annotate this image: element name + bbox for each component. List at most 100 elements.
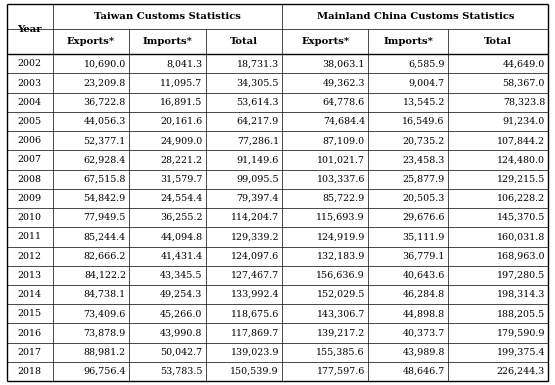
Text: 43,990.8: 43,990.8 (160, 328, 203, 338)
Text: 20,735.2: 20,735.2 (402, 136, 445, 145)
Text: 46,284.8: 46,284.8 (403, 290, 445, 299)
Text: 36,779.1: 36,779.1 (402, 252, 445, 261)
Text: 48,646.7: 48,646.7 (402, 367, 445, 376)
Text: 145,370.5: 145,370.5 (497, 213, 545, 222)
Text: 84,122.2: 84,122.2 (84, 271, 126, 280)
Text: Total: Total (484, 37, 512, 46)
Text: 79,397.4: 79,397.4 (236, 194, 279, 203)
Text: 85,244.4: 85,244.4 (84, 233, 126, 241)
Text: 43,989.8: 43,989.8 (402, 348, 445, 357)
Text: 44,056.3: 44,056.3 (83, 117, 126, 126)
Text: 2008: 2008 (18, 175, 42, 184)
Text: 150,539.9: 150,539.9 (230, 367, 279, 376)
Text: 53,614.3: 53,614.3 (236, 98, 279, 107)
Text: 82,666.2: 82,666.2 (83, 252, 126, 261)
Text: 198,314.3: 198,314.3 (497, 290, 545, 299)
Text: 133,992.4: 133,992.4 (230, 290, 279, 299)
Text: 88,981.2: 88,981.2 (84, 348, 126, 357)
Text: 2003: 2003 (18, 79, 42, 87)
Text: 2013: 2013 (18, 271, 42, 280)
Text: 52,377.1: 52,377.1 (84, 136, 126, 145)
Text: 64,217.9: 64,217.9 (236, 117, 279, 126)
Text: 43,345.5: 43,345.5 (160, 271, 203, 280)
Text: 2007: 2007 (18, 156, 42, 164)
Text: 24,554.4: 24,554.4 (160, 194, 203, 203)
Text: 49,362.3: 49,362.3 (322, 79, 365, 87)
Text: 44,898.8: 44,898.8 (403, 309, 445, 318)
Text: 78,323.8: 78,323.8 (503, 98, 545, 107)
Text: 152,029.5: 152,029.5 (316, 290, 365, 299)
Text: 34,305.5: 34,305.5 (236, 79, 279, 87)
Text: 103,337.6: 103,337.6 (316, 175, 365, 184)
Text: 20,161.6: 20,161.6 (160, 117, 203, 126)
Text: 2014: 2014 (18, 290, 42, 299)
Text: 168,963.0: 168,963.0 (497, 252, 545, 261)
Text: 115,693.9: 115,693.9 (316, 213, 365, 222)
Text: 91,234.0: 91,234.0 (503, 117, 545, 126)
Text: 155,385.6: 155,385.6 (316, 348, 365, 357)
Text: 2011: 2011 (18, 233, 42, 241)
Text: 73,409.6: 73,409.6 (83, 309, 126, 318)
Text: 50,042.7: 50,042.7 (160, 348, 203, 357)
Text: 77,949.5: 77,949.5 (83, 213, 126, 222)
Text: Exports*: Exports* (67, 37, 115, 46)
Text: 139,217.2: 139,217.2 (317, 328, 365, 338)
Text: 53,783.5: 53,783.5 (160, 367, 203, 376)
Text: 2015: 2015 (18, 309, 42, 318)
Text: 11,095.7: 11,095.7 (160, 79, 203, 87)
Text: 18,731.3: 18,731.3 (236, 59, 279, 68)
Text: 36,255.2: 36,255.2 (160, 213, 203, 222)
Text: 96,756.4: 96,756.4 (83, 367, 126, 376)
Text: 160,031.8: 160,031.8 (497, 233, 545, 241)
Text: 29,676.6: 29,676.6 (402, 213, 445, 222)
Text: 25,877.9: 25,877.9 (402, 175, 445, 184)
Text: 91,149.6: 91,149.6 (236, 156, 279, 164)
Text: 31,579.7: 31,579.7 (160, 175, 203, 184)
Text: 8,041.3: 8,041.3 (166, 59, 203, 68)
Text: Year: Year (17, 25, 42, 33)
Text: 118,675.6: 118,675.6 (230, 309, 279, 318)
Text: 99,095.5: 99,095.5 (236, 175, 279, 184)
Text: 74,684.4: 74,684.4 (323, 117, 365, 126)
Text: Imports*: Imports* (143, 37, 193, 46)
Text: 44,094.8: 44,094.8 (160, 233, 203, 241)
Text: 16,891.5: 16,891.5 (160, 98, 203, 107)
Text: Imports*: Imports* (384, 37, 433, 46)
Text: 143,306.7: 143,306.7 (316, 309, 365, 318)
Text: 2004: 2004 (18, 98, 42, 107)
Text: 10,690.0: 10,690.0 (84, 59, 126, 68)
Text: 114,204.7: 114,204.7 (231, 213, 279, 222)
Text: 127,467.7: 127,467.7 (231, 271, 279, 280)
Text: 179,590.9: 179,590.9 (497, 328, 545, 338)
Text: 188,205.5: 188,205.5 (497, 309, 545, 318)
Text: 24,909.0: 24,909.0 (160, 136, 203, 145)
Text: 2006: 2006 (18, 136, 42, 145)
Text: 6,585.9: 6,585.9 (408, 59, 445, 68)
Text: 20,505.3: 20,505.3 (402, 194, 445, 203)
Text: 2002: 2002 (18, 59, 42, 68)
Text: 87,109.0: 87,109.0 (323, 136, 365, 145)
Text: 129,339.2: 129,339.2 (230, 233, 279, 241)
Text: 28,221.2: 28,221.2 (160, 156, 203, 164)
Text: 85,722.9: 85,722.9 (322, 194, 365, 203)
Text: Taiwan Customs Statistics: Taiwan Customs Statistics (94, 12, 241, 21)
Text: 64,778.6: 64,778.6 (322, 98, 365, 107)
Text: 2010: 2010 (18, 213, 42, 222)
Text: 73,878.9: 73,878.9 (84, 328, 126, 338)
Text: 44,649.0: 44,649.0 (503, 59, 545, 68)
Text: 197,280.5: 197,280.5 (497, 271, 545, 280)
Text: 16,549.6: 16,549.6 (402, 117, 445, 126)
Text: 40,643.6: 40,643.6 (402, 271, 445, 280)
Text: 62,928.4: 62,928.4 (84, 156, 126, 164)
Text: 199,375.4: 199,375.4 (497, 348, 545, 357)
Text: 101,021.7: 101,021.7 (317, 156, 365, 164)
Text: 124,919.9: 124,919.9 (316, 233, 365, 241)
Text: 23,458.3: 23,458.3 (402, 156, 445, 164)
Text: 107,844.2: 107,844.2 (497, 136, 545, 145)
Text: 124,097.6: 124,097.6 (231, 252, 279, 261)
Text: 129,215.5: 129,215.5 (497, 175, 545, 184)
Text: 9,004.7: 9,004.7 (408, 79, 445, 87)
Text: 23,209.8: 23,209.8 (84, 79, 126, 87)
Text: 106,228.2: 106,228.2 (497, 194, 545, 203)
Text: 2017: 2017 (18, 348, 42, 357)
